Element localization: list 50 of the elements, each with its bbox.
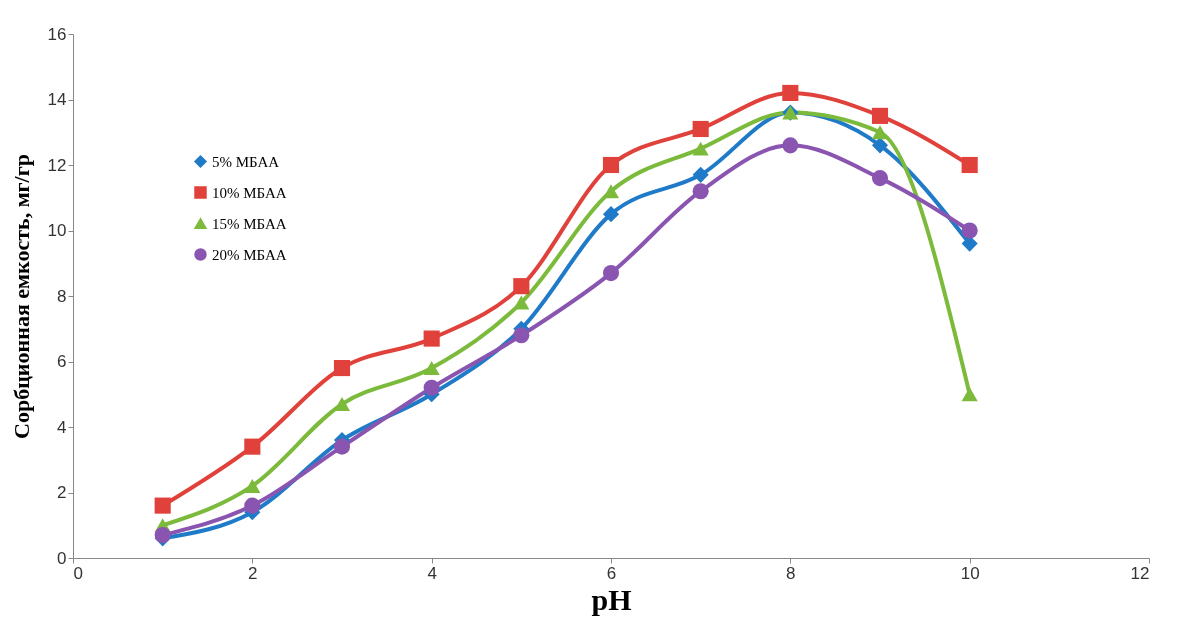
y-axis-title: Сорбционная емкость, мг/гр xyxy=(8,154,34,439)
x-tick-label: 0 xyxy=(73,563,83,583)
point xyxy=(423,330,440,347)
y-tick-label: 8 xyxy=(57,286,67,306)
x-tick-label: 8 xyxy=(786,563,796,583)
point xyxy=(423,361,440,376)
y-tick-label: 10 xyxy=(47,221,67,240)
point xyxy=(961,156,978,174)
y-tick-label: 14 xyxy=(47,90,67,109)
point xyxy=(602,206,620,223)
point xyxy=(782,137,799,154)
y-tick-label: 2 xyxy=(57,483,67,502)
x-tick-label: 10 xyxy=(960,563,980,583)
point xyxy=(871,107,889,124)
x-axis-title: pH xyxy=(591,582,632,616)
point xyxy=(692,141,709,156)
x-tick-label: 4 xyxy=(427,563,437,583)
point xyxy=(244,497,261,514)
point xyxy=(244,478,261,493)
x-tick-label: 2 xyxy=(248,563,258,583)
legend-label: 20% МБАА xyxy=(212,246,287,263)
point xyxy=(871,170,889,187)
point xyxy=(333,359,351,377)
y-tick-label: 0 xyxy=(57,548,67,568)
point xyxy=(602,156,620,174)
point xyxy=(692,120,709,138)
x-tick-label: 12 xyxy=(1130,563,1150,583)
y-tick-label: 6 xyxy=(57,352,67,371)
point xyxy=(154,497,171,514)
point xyxy=(692,183,709,200)
legend-label: 15% МБАА xyxy=(212,215,287,232)
point xyxy=(333,438,351,455)
point xyxy=(513,327,530,344)
legend-label: 10% МБАА xyxy=(212,184,287,201)
y-tick-label: 16 xyxy=(47,24,67,44)
point xyxy=(513,295,530,310)
point xyxy=(782,84,799,102)
point xyxy=(961,387,978,402)
point xyxy=(244,438,261,455)
x-tick-label: 6 xyxy=(606,563,617,583)
y-tick-label: 4 xyxy=(57,417,67,437)
point xyxy=(692,166,709,183)
point xyxy=(871,137,889,154)
point xyxy=(961,222,978,239)
point xyxy=(602,265,620,282)
legend-label: 5% МБАА xyxy=(212,153,280,170)
point xyxy=(423,379,440,396)
point xyxy=(871,125,889,140)
y-tick-label: 12 xyxy=(47,155,67,175)
point xyxy=(513,278,530,295)
